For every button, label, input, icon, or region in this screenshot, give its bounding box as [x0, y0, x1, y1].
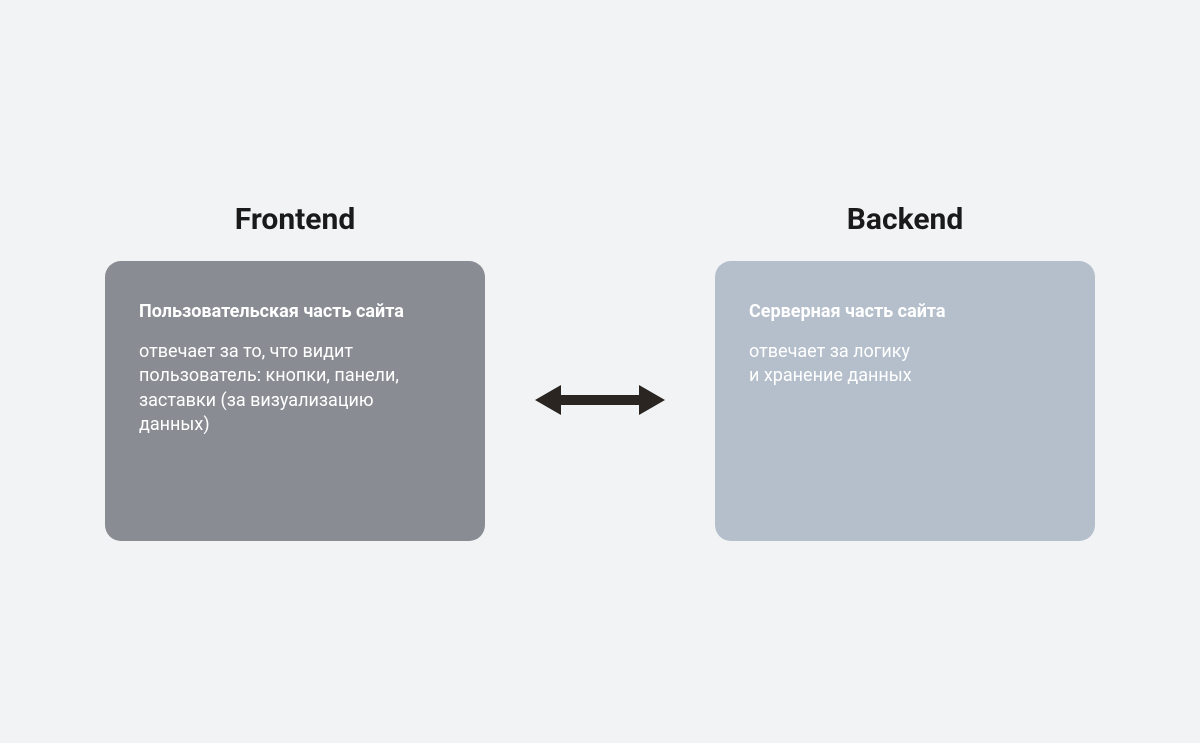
double-arrow-icon	[535, 385, 665, 415]
backend-card-title: Серверная часть сайта	[749, 301, 1061, 322]
diagram-container: Frontend Пользовательская часть сайта от…	[0, 202, 1200, 541]
frontend-column: Frontend Пользовательская часть сайта от…	[105, 202, 485, 541]
backend-heading: Backend	[847, 202, 963, 237]
frontend-card-desc: отвечает за то, что видит пользователь: …	[139, 340, 451, 437]
backend-column: Backend Серверная часть сайта отвечает з…	[715, 202, 1095, 541]
frontend-card: Пользовательская часть сайта отвечает за…	[105, 261, 485, 541]
frontend-heading: Frontend	[235, 202, 355, 237]
bidirectional-arrow	[535, 385, 665, 415]
frontend-card-title: Пользовательская часть сайта	[139, 301, 451, 322]
backend-card-desc: отвечает за логику и хранение данных	[749, 340, 1061, 389]
backend-card: Серверная часть сайта отвечает за логику…	[715, 261, 1095, 541]
